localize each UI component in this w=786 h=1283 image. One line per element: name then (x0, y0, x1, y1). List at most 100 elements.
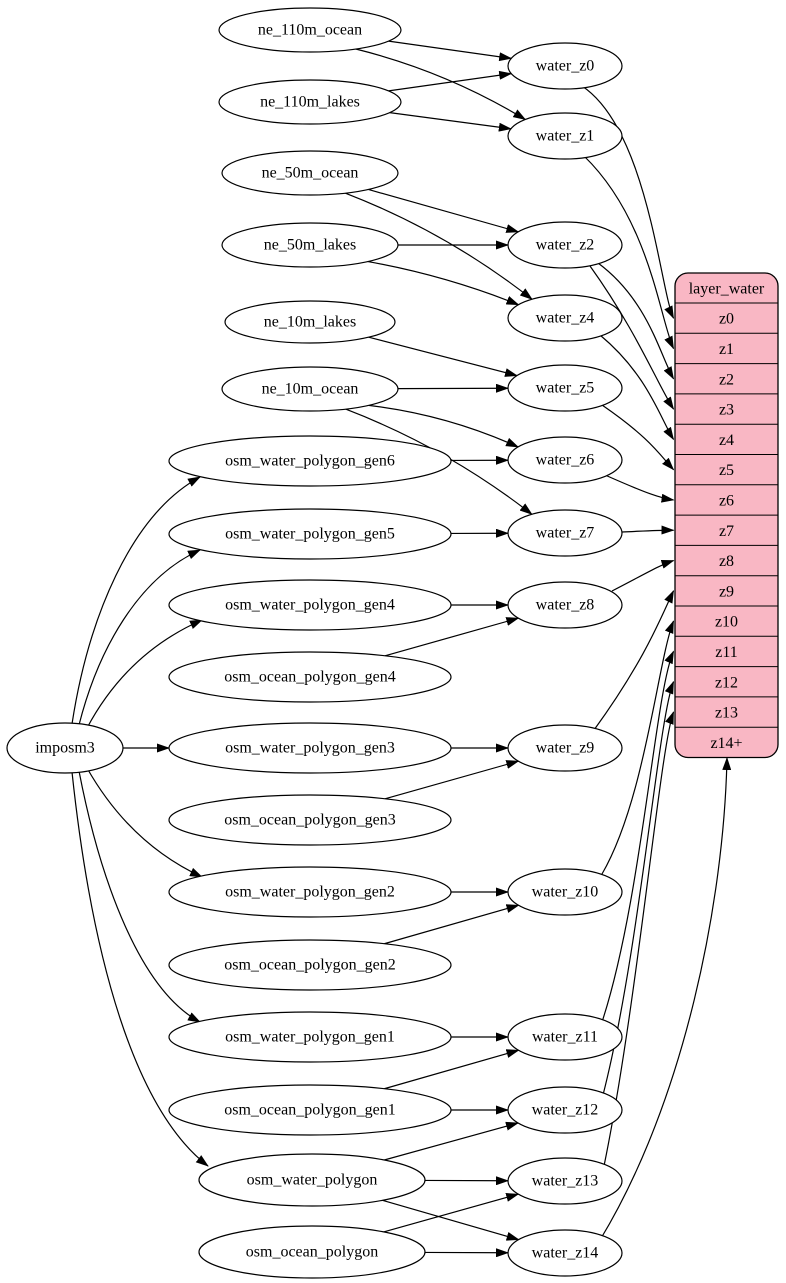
node-water_z1: water_z1 (507, 112, 623, 160)
node-label-water_z6: water_z6 (536, 452, 595, 469)
nodes-layer: ne_110m_ocean ne_110m_lakes ne_50m_oceanne… (6, 7, 623, 1279)
table-layer-water: layer_water z0 z1 z2 z3 z4 z5 z6 z7 z8 z9 z10 z11 z12… (674, 272, 779, 759)
node-label-osm_water_polygon_gen6: osm_water_polygon_gen6 (225, 453, 395, 470)
node-water_z6: water_z6 (507, 436, 623, 484)
node-ellipse-osm_water_polygon_gen6 (168, 435, 452, 487)
node-label-water_z0: water_z0 (536, 58, 595, 75)
node-label-ne_50m_lakes: ne_50m_lakes (264, 237, 356, 254)
node-label-osm_ocean_polygon_gen3: osm_ocean_polygon_gen3 (224, 812, 396, 829)
node-water_z2: water_z2 (507, 221, 623, 269)
node-ellipse-osm_water_polygon_gen5 (168, 508, 452, 560)
node-ellipse-osm_water_polygon_gen3 (168, 722, 452, 774)
table-row-z1: z1 (719, 341, 734, 358)
node-ellipse-water_z13 (507, 1157, 623, 1205)
table-row-z13: z13 (715, 705, 738, 722)
edge-osm_ocean_polygon-to-water_z13 (383, 1193, 520, 1233)
edge-water_z1-to-z1 (583, 155, 675, 350)
node-label-osm_water_polygon_gen5: osm_water_polygon_gen5 (225, 526, 395, 543)
node-ellipse-osm_ocean_polygon_gen2 (168, 939, 452, 991)
node-ellipse-ne_50m_ocean (221, 150, 399, 196)
node-ellipse-water_z12 (507, 1086, 623, 1134)
node-ellipse-water_z1 (507, 112, 623, 160)
node-label-osm_ocean_polygon_gen1: osm_ocean_polygon_gen1 (224, 1102, 396, 1119)
table-header-layer-water: layer_water (689, 281, 765, 298)
node-label-ne_10m_ocean: ne_10m_ocean (262, 381, 359, 398)
node-ne_50m_lakes: ne_50m_lakes (221, 222, 399, 268)
table-row-z11: z11 (715, 644, 738, 661)
node-ellipse-water_z5 (507, 364, 623, 412)
edge-ne_110m_ocean-to-water_z0 (388, 40, 513, 62)
edge-water_z14-to-z14+ (599, 757, 732, 1241)
node-label-osm_water_polygon_gen4: osm_water_polygon_gen4 (225, 597, 395, 614)
edge-imposm3-to-osm_water_polygon_gen2 (86, 767, 203, 878)
node-label-water_z8: water_z8 (536, 597, 595, 614)
node-ne_10m_ocean: ne_10m_ocean (221, 366, 399, 412)
node-imposm3: imposm3 (6, 722, 124, 774)
table-row-z8: z8 (719, 553, 734, 570)
edge-osm_ocean_polygon_gen2-to-water_z10 (384, 904, 520, 945)
node-ellipse-osm_water_polygon_gen1 (168, 1011, 452, 1063)
edge-water_z4-to-z4 (599, 334, 675, 441)
edge-water_z2-to-z3 (589, 265, 675, 410)
node-water_z9: water_z9 (507, 724, 623, 772)
node-label-ne_50m_ocean: ne_50m_ocean (262, 165, 359, 182)
node-label-water_z1: water_z1 (536, 128, 595, 145)
edge-water_z2-to-z2 (597, 262, 675, 380)
node-ellipse-osm_water_polygon (198, 1153, 426, 1207)
edge-water_z5-to-z5 (601, 404, 675, 471)
node-ellipse-ne_10m_ocean (221, 366, 399, 412)
table-row-z4: z4 (719, 432, 734, 449)
node-water_z4: water_z4 (507, 294, 623, 342)
edge-imposm3-to-osm_water_polygon_gen5 (78, 549, 201, 726)
node-water_z10: water_z10 (507, 868, 623, 916)
edge-water_z7-to-z7 (621, 525, 675, 535)
node-ellipse-osm_ocean_polygon_gen4 (168, 651, 452, 703)
node-label-osm_water_polygon: osm_water_polygon (247, 1172, 378, 1189)
node-ellipse-water_z9 (507, 724, 623, 772)
edge-osm_ocean_polygon_gen4-to-water_z8 (384, 617, 520, 657)
table-row-z9: z9 (719, 583, 734, 600)
node-label-water_z11: water_z11 (532, 1029, 598, 1046)
edge-water_z0-to-z0 (581, 85, 675, 320)
node-osm_ocean_polygon: osm_ocean_polygon (198, 1225, 426, 1279)
edge-osm_ocean_polygon_gen1-to-water_z11 (384, 1049, 520, 1090)
node-water_z13: water_z13 (507, 1157, 623, 1205)
node-ellipse-water_z2 (507, 221, 623, 269)
node-ellipse-water_z7 (507, 509, 623, 557)
edge-imposm3-to-osm_water_polygon (71, 771, 209, 1167)
table-row-z12: z12 (715, 674, 738, 691)
node-label-water_z14: water_z14 (532, 1245, 599, 1262)
edge-osm_water_polygon-to-water_z12 (384, 1121, 519, 1161)
table-row-z7: z7 (719, 523, 734, 540)
edge-water_z11-to-z11 (601, 650, 675, 1023)
node-label-osm_water_polygon_gen1: osm_water_polygon_gen1 (225, 1029, 395, 1046)
table-row-z10: z10 (715, 614, 738, 631)
node-label-water_z2: water_z2 (536, 237, 595, 254)
node-ne_10m_lakes: ne_10m_lakes (224, 300, 396, 344)
node-label-osm_ocean_polygon_gen2: osm_ocean_polygon_gen2 (224, 957, 396, 974)
edge-imposm3-to-osm_water_polygon_gen4 (86, 619, 203, 729)
node-osm_water_polygon_gen5: osm_water_polygon_gen5 (168, 508, 452, 560)
node-label-osm_ocean_polygon_gen4: osm_ocean_polygon_gen4 (224, 669, 396, 686)
table-row-z6: z6 (719, 492, 734, 509)
node-ellipse-imposm3 (6, 722, 124, 774)
node-label-water_z5: water_z5 (536, 380, 595, 397)
node-label-osm_water_polygon_gen3: osm_water_polygon_gen3 (225, 740, 395, 757)
node-water_z5: water_z5 (507, 364, 623, 412)
node-osm_ocean_polygon_gen1: osm_ocean_polygon_gen1 (168, 1084, 452, 1136)
node-osm_water_polygon_gen4: osm_water_polygon_gen4 (168, 579, 452, 631)
node-ellipse-osm_ocean_polygon_gen1 (168, 1084, 452, 1136)
node-osm_ocean_polygon_gen4: osm_ocean_polygon_gen4 (168, 651, 452, 703)
node-label-imposm3: imposm3 (35, 740, 95, 757)
node-label-water_z10: water_z10 (532, 884, 599, 901)
edges-layer (71, 40, 732, 1258)
node-ellipse-water_z14 (507, 1229, 623, 1277)
node-osm_water_polygon: osm_water_polygon (198, 1153, 426, 1207)
node-ellipse-water_z11 (507, 1013, 623, 1061)
node-ellipse-osm_water_polygon_gen4 (168, 579, 452, 631)
node-water_z8: water_z8 (507, 581, 623, 629)
node-osm_ocean_polygon_gen2: osm_ocean_polygon_gen2 (168, 939, 452, 991)
node-ellipse-water_z8 (507, 581, 623, 629)
